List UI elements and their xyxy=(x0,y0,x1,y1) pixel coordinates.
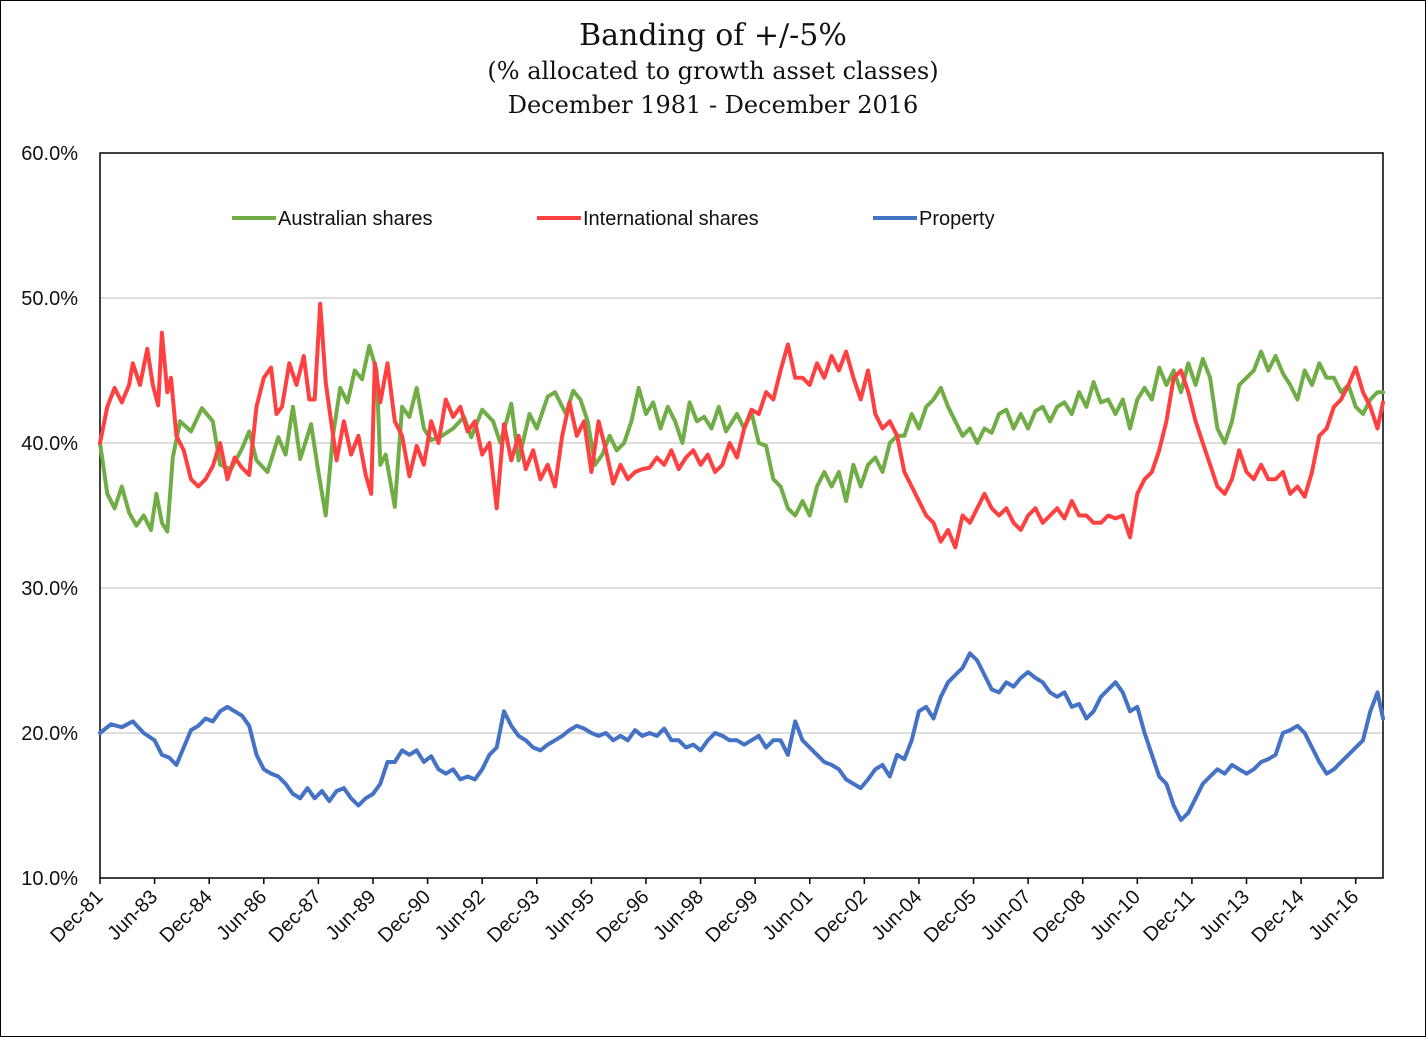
y-tick-label: 30.0% xyxy=(21,578,78,600)
x-tick-label: Dec-81 xyxy=(46,886,107,947)
legend-label: Property xyxy=(919,208,995,230)
x-tick-label: Jun-13 xyxy=(1195,886,1254,945)
x-tick-label: Dec-96 xyxy=(592,886,653,947)
x-tick-label: Jun-83 xyxy=(103,886,162,945)
x-tick-label: Jun-01 xyxy=(758,886,817,945)
y-tick-label: 50.0% xyxy=(21,288,78,310)
x-tick-label: Jun-16 xyxy=(1304,886,1363,945)
x-tick-label: Dec-99 xyxy=(702,886,763,947)
x-tick-label: Dec-11 xyxy=(1139,886,1199,946)
x-tick-label: Jun-92 xyxy=(431,886,490,945)
series-line xyxy=(98,651,1385,822)
chart-titles: Banding of +/-5% (% allocated to growth … xyxy=(0,18,1426,122)
x-tick-label: Jun-10 xyxy=(1086,886,1145,945)
x-tick-label: Dec-14 xyxy=(1247,886,1308,947)
y-tick-label: 10.0% xyxy=(21,868,78,890)
x-tick-label: Jun-04 xyxy=(868,886,927,945)
chart-title: Banding of +/-5% xyxy=(579,18,847,53)
x-tick-label: Dec-93 xyxy=(483,886,544,947)
x-tick-label: Dec-84 xyxy=(156,886,217,947)
x-tick-label: Jun-86 xyxy=(213,886,272,945)
legend-label: International shares xyxy=(583,208,759,230)
x-tick-label: Dec-87 xyxy=(265,886,326,947)
chart-subtitle: (% allocated to growth asset classes) xyxy=(487,57,939,85)
legend-label: Australian shares xyxy=(278,208,433,230)
chart-period: December 1981 - December 2016 xyxy=(507,91,919,119)
x-tick-label: Jun-07 xyxy=(977,886,1036,945)
x-tick-label: Dec-90 xyxy=(374,886,435,947)
series-line xyxy=(98,301,1385,550)
x-tick-label: Dec-05 xyxy=(920,886,981,947)
y-tick-label: 20.0% xyxy=(21,723,78,745)
x-tick-label: Dec-02 xyxy=(811,886,872,947)
series-line xyxy=(98,343,1385,534)
y-tick-label: 40.0% xyxy=(21,433,78,455)
y-tick-label: 60.0% xyxy=(21,143,78,165)
x-tick-label: Jun-89 xyxy=(322,886,381,945)
x-tick-label: Dec-08 xyxy=(1029,886,1090,947)
x-tick-label: Jun-95 xyxy=(540,886,599,945)
x-tick-label: Jun-98 xyxy=(649,886,708,945)
plot-area xyxy=(99,152,1384,879)
